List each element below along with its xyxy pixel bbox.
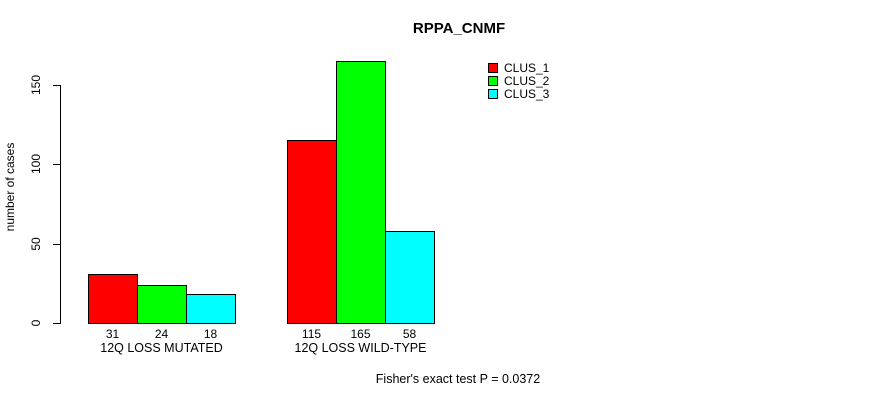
y-axis-tick	[53, 164, 60, 165]
legend-item-clus-1: CLUS_1	[488, 61, 550, 75]
legend-item-clus-2: CLUS_2	[488, 74, 550, 88]
bar-clus_1-group2	[287, 140, 337, 324]
bar-clus_1-group1	[88, 274, 138, 324]
legend-swatch-clus-3-icon	[488, 89, 498, 99]
bar-clus_2-group2	[336, 61, 386, 324]
bar-value-label: 115	[301, 327, 322, 341]
y-axis-line	[60, 84, 61, 324]
y-axis-tick-label: 50	[29, 236, 43, 251]
y-axis-label: number of cases	[3, 142, 17, 232]
legend-item-clus-3: CLUS_3	[488, 87, 550, 101]
y-axis-tick	[53, 84, 60, 86]
bar-value-label: 24	[154, 327, 169, 341]
bar-value-label: 31	[105, 327, 120, 341]
bar-value-label: 58	[402, 327, 417, 341]
category-label: 12Q LOSS MUTATED	[100, 341, 223, 355]
fisher-test-annotation: Fisher's exact test P = 0.0372	[375, 372, 541, 386]
y-axis-tick	[53, 243, 60, 245]
legend-label-clus-2: CLUS_2	[504, 74, 550, 88]
legend-swatch-clus-2-icon	[488, 76, 498, 86]
y-axis-tick-label: 0	[29, 319, 43, 327]
legend-label-clus-1: CLUS_1	[504, 61, 550, 75]
y-axis-tick	[53, 323, 60, 324]
legend-label-clus-3: CLUS_3	[504, 87, 550, 101]
y-axis-tick-label: 100	[29, 153, 43, 175]
bar-value-label: 18	[203, 327, 218, 341]
chart-title: RPPA_CNMF	[412, 20, 506, 37]
bar-clus_2-group1	[137, 285, 187, 324]
y-axis-tick-label: 150	[29, 74, 43, 95]
legend-swatch-clus-1-icon	[488, 63, 498, 73]
category-label: 12Q LOSS WILD-TYPE	[294, 341, 427, 355]
bar-value-label: 165	[350, 327, 371, 341]
bar-clus_3-group2	[385, 231, 435, 324]
legend: CLUS_1 CLUS_2 CLUS_3	[488, 61, 550, 102]
bar-clus_3-group1	[186, 294, 236, 324]
